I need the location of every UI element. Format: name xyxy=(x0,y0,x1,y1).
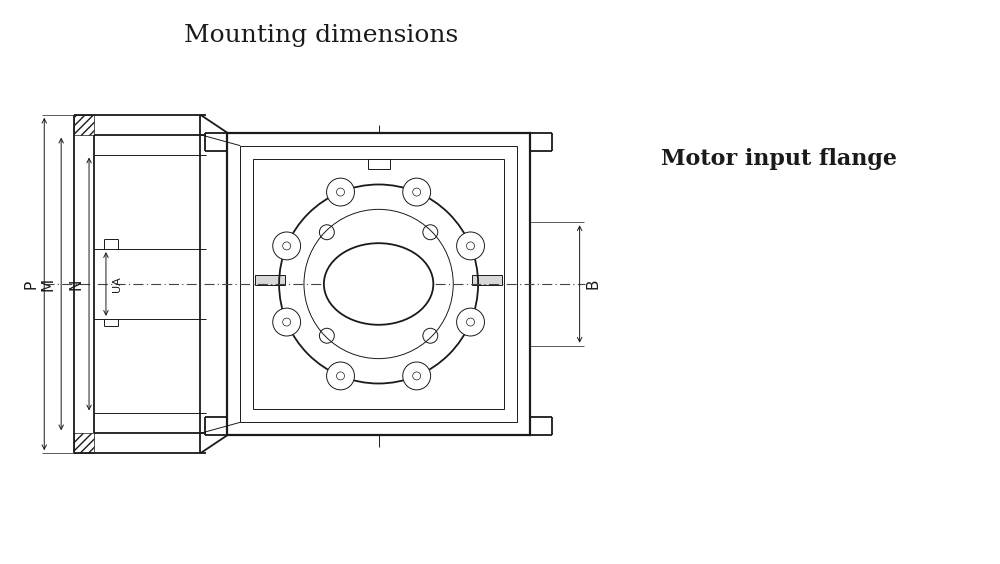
Text: P: P xyxy=(23,279,38,289)
Bar xyxy=(253,158,504,409)
Text: Motor input flange: Motor input flange xyxy=(661,148,897,170)
Circle shape xyxy=(467,242,475,250)
Bar xyxy=(255,275,285,285)
Bar xyxy=(374,251,384,261)
Circle shape xyxy=(283,242,291,250)
Circle shape xyxy=(273,308,301,336)
Bar xyxy=(368,158,390,169)
Bar xyxy=(74,433,94,453)
Bar xyxy=(472,275,502,285)
Circle shape xyxy=(273,232,301,260)
Circle shape xyxy=(457,308,484,336)
Bar xyxy=(74,115,94,135)
Circle shape xyxy=(337,372,345,380)
Text: UA: UA xyxy=(112,276,122,292)
Circle shape xyxy=(283,318,291,326)
Circle shape xyxy=(337,188,345,196)
Text: M: M xyxy=(40,277,55,290)
Text: N: N xyxy=(68,278,83,290)
Circle shape xyxy=(413,188,421,196)
Circle shape xyxy=(403,178,431,206)
Ellipse shape xyxy=(324,243,433,325)
Bar xyxy=(240,146,517,422)
Circle shape xyxy=(403,362,431,390)
Circle shape xyxy=(327,178,354,206)
Text: B: B xyxy=(586,279,601,289)
Circle shape xyxy=(413,372,421,380)
Circle shape xyxy=(467,318,475,326)
Circle shape xyxy=(457,232,484,260)
Text: Mounting dimensions: Mounting dimensions xyxy=(184,24,458,47)
Circle shape xyxy=(327,362,354,390)
Bar xyxy=(227,133,530,435)
